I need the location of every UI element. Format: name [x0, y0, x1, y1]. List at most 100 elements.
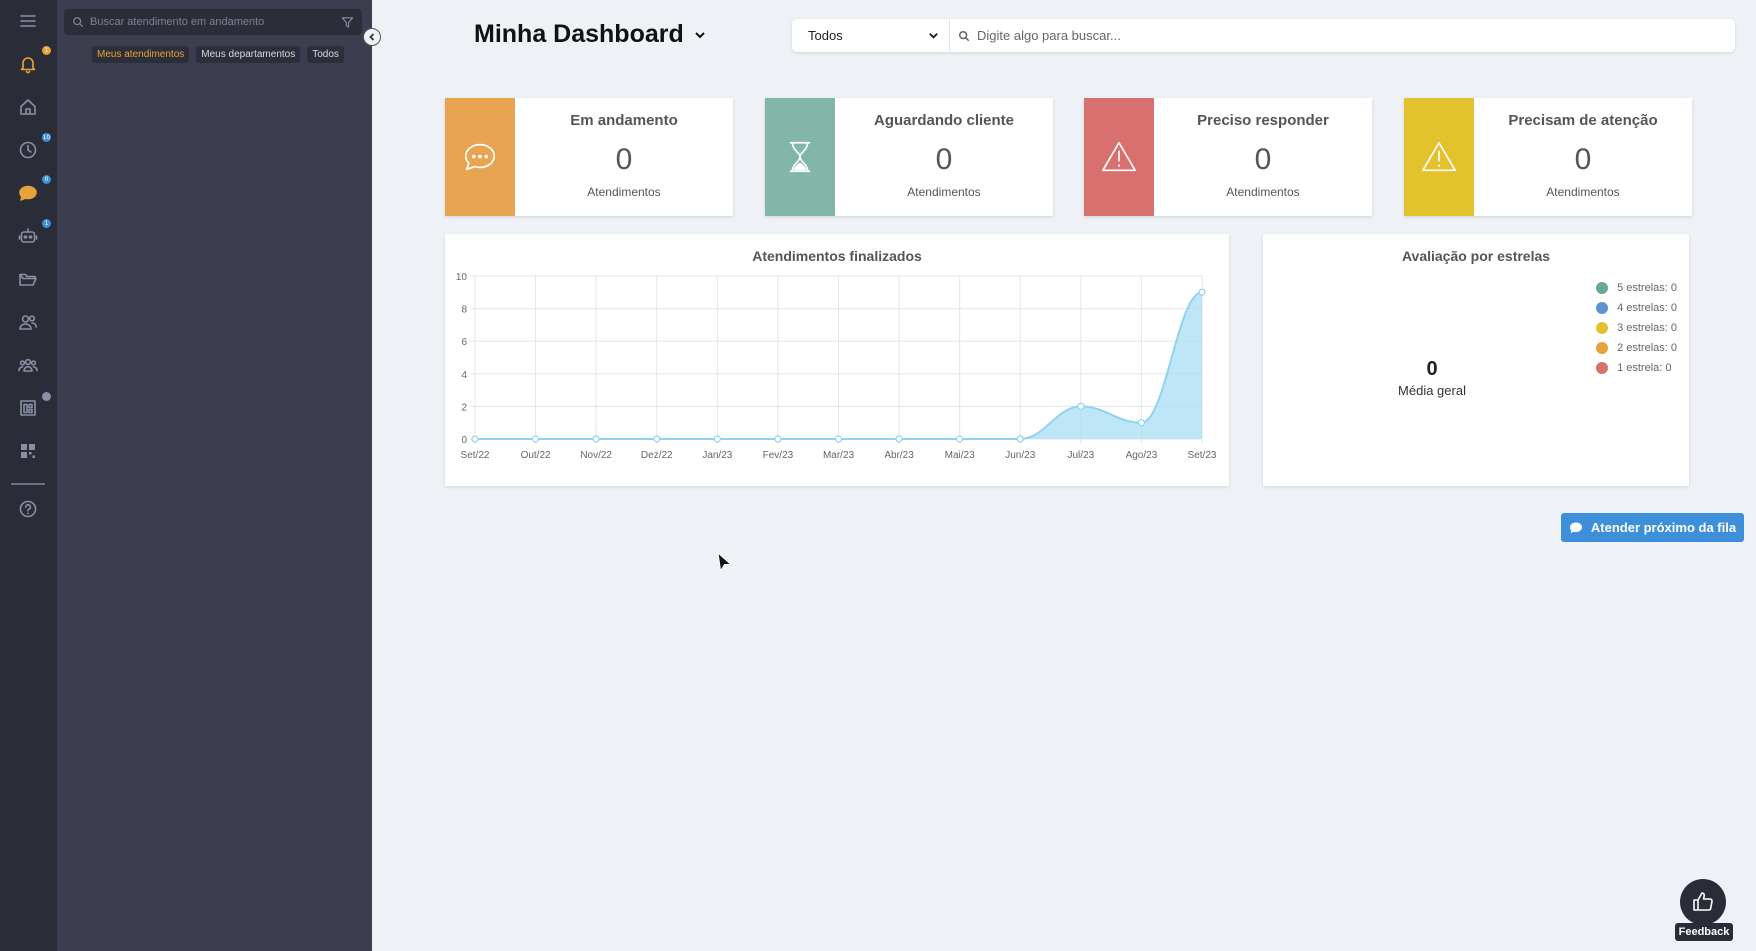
feedback-button[interactable]: Feedback	[1675, 879, 1733, 942]
warning-icon	[1101, 141, 1137, 172]
collapse-panel-button[interactable]	[363, 28, 381, 46]
menu-icon[interactable]	[16, 9, 40, 33]
card-subtitle: Atendimentos	[907, 185, 981, 199]
x-tick-label: Jun/23	[1005, 450, 1035, 461]
teams-icon[interactable]	[16, 353, 40, 377]
data-point	[1016, 435, 1024, 443]
y-tick-label: 8	[461, 305, 467, 316]
chat-badge: 0	[42, 175, 51, 184]
legend-swatch	[1596, 362, 1609, 374]
next-in-queue-label: Atender próximo da fila	[1590, 520, 1737, 535]
data-point	[895, 435, 903, 443]
dashboard-title-dropdown[interactable]: Minha Dashboard	[474, 20, 706, 49]
search-icon	[958, 30, 970, 41]
legend-label: 4 estrelas: 0	[1617, 302, 1677, 314]
page-title: Minha Dashboard	[474, 20, 684, 48]
next-in-queue-button[interactable]: Atender próximo da fila	[1561, 513, 1744, 542]
tab-meus-atendimentos[interactable]: Meus atendimentos	[92, 46, 190, 63]
legend-item-1-star[interactable]: 1 estrela: 0	[1596, 358, 1677, 378]
data-point	[1137, 419, 1146, 427]
x-tick-label: Fev/23	[763, 450, 794, 461]
reports-icon[interactable]	[16, 396, 40, 420]
chevron-down-icon	[695, 31, 705, 38]
chart-title: Atendimentos finalizados	[752, 248, 922, 264]
scope-select[interactable]: Todos	[792, 19, 950, 52]
x-tick-label: Set/23	[1188, 450, 1217, 461]
x-tick-label: Ago/23	[1126, 450, 1158, 461]
card-title: Aguardando cliente	[873, 112, 1015, 129]
average-rating: 0 Média geral	[1392, 358, 1472, 398]
history-icon[interactable]	[16, 138, 40, 162]
feedback-label: Feedback	[1675, 923, 1733, 941]
x-tick-label: Dez/22	[641, 450, 673, 461]
card-value: 0	[1254, 143, 1272, 176]
home-icon[interactable]	[16, 95, 40, 119]
card-title: Em andamento	[570, 112, 678, 129]
chat-search-box	[64, 9, 362, 35]
x-tick-label: Mar/23	[823, 450, 855, 461]
icon-rail: 1 10 0 1	[0, 0, 57, 951]
area-fill	[475, 292, 1202, 439]
chat-bubble-icon	[464, 143, 496, 171]
top-search-field	[950, 28, 1735, 43]
filter-icon[interactable]	[341, 16, 354, 29]
rating-panel: Avaliação por estrelas 0 Média geral 5 e…	[1263, 234, 1689, 486]
legend-label: 2 estrelas: 0	[1617, 342, 1677, 354]
x-tick-label: Nov/22	[580, 450, 612, 461]
data-point	[471, 435, 479, 443]
x-tick-label: Set/22	[461, 450, 490, 461]
card-subtitle: Atendimentos	[1546, 185, 1620, 199]
card-aguardando-cliente[interactable]: Aguardando cliente 0 Atendimentos	[765, 98, 1053, 216]
data-point	[834, 435, 843, 443]
hourglass-icon	[789, 141, 811, 173]
y-tick-label: 10	[456, 272, 468, 283]
average-value: 0	[1426, 358, 1438, 380]
finalized-line-chart: 0 2 4 6 8 10 Set/22 Out/22 Nov/22 Dez/22 Jan/23 Fev…	[456, 272, 1217, 461]
data-point	[956, 435, 964, 443]
tab-todos[interactable]: Todos	[307, 46, 344, 63]
y-tick-label: 0	[461, 435, 467, 446]
card-icon-area	[445, 98, 515, 216]
folder-icon[interactable]	[16, 267, 40, 291]
history-badge: 10	[42, 133, 51, 142]
finalized-chart-panel: Atendimentos finalizados 0 2 4 6 8 10 Set/22 Ou…	[445, 234, 1229, 486]
chat-filter-tabs: Meus atendimentos Meus departamentos Tod…	[92, 46, 344, 63]
data-point	[531, 435, 540, 443]
legend-item-5-stars[interactable]: 5 estrelas: 0	[1596, 278, 1677, 298]
x-tick-label: Out/22	[521, 450, 551, 461]
chat-search-input[interactable]	[90, 16, 341, 28]
data-point	[592, 435, 600, 443]
mouse-cursor-icon	[717, 552, 733, 573]
notifications-badge: 1	[42, 46, 51, 55]
scope-select-value: Todos	[808, 28, 843, 43]
legend-item-3-stars[interactable]: 3 estrelas: 0	[1596, 318, 1677, 338]
reports-badge	[42, 392, 51, 401]
bot-badge: 1	[42, 219, 51, 228]
legend-item-2-stars[interactable]: 2 estrelas: 0	[1596, 338, 1677, 358]
legend-item-4-stars[interactable]: 4 estrelas: 0	[1596, 298, 1677, 318]
card-em-andamento[interactable]: Em andamento 0 Atendimentos	[445, 98, 733, 216]
chat-icon[interactable]	[16, 181, 40, 205]
card-preciso-responder[interactable]: Preciso responder 0 Atendimentos	[1084, 98, 1372, 216]
average-label: Média geral	[1398, 383, 1466, 398]
rating-title: Avaliação por estrelas	[1401, 248, 1551, 264]
contacts-icon[interactable]	[16, 310, 40, 334]
notifications-icon[interactable]	[16, 52, 40, 76]
help-icon[interactable]	[16, 497, 40, 521]
top-search-input[interactable]	[977, 28, 1735, 43]
bot-icon[interactable]	[16, 224, 40, 248]
card-precisam-de-atencao[interactable]: Precisam de atenção 0 Atendimentos	[1404, 98, 1692, 216]
card-value: 0	[615, 143, 633, 176]
warning-icon	[1421, 141, 1457, 172]
legend-swatch	[1596, 322, 1609, 334]
card-icon-area	[1404, 98, 1474, 216]
y-tick-label: 6	[461, 337, 467, 348]
y-tick-label: 2	[461, 402, 467, 413]
tab-meus-departamentos[interactable]: Meus departamentos	[196, 46, 301, 63]
card-icon-area	[765, 98, 835, 216]
legend-label: 5 estrelas: 0	[1617, 282, 1677, 294]
rail-divider	[11, 483, 45, 485]
x-tick-label: Jan/23	[702, 450, 732, 461]
qrcode-icon[interactable]	[16, 439, 40, 463]
chevron-left-icon	[369, 33, 375, 41]
